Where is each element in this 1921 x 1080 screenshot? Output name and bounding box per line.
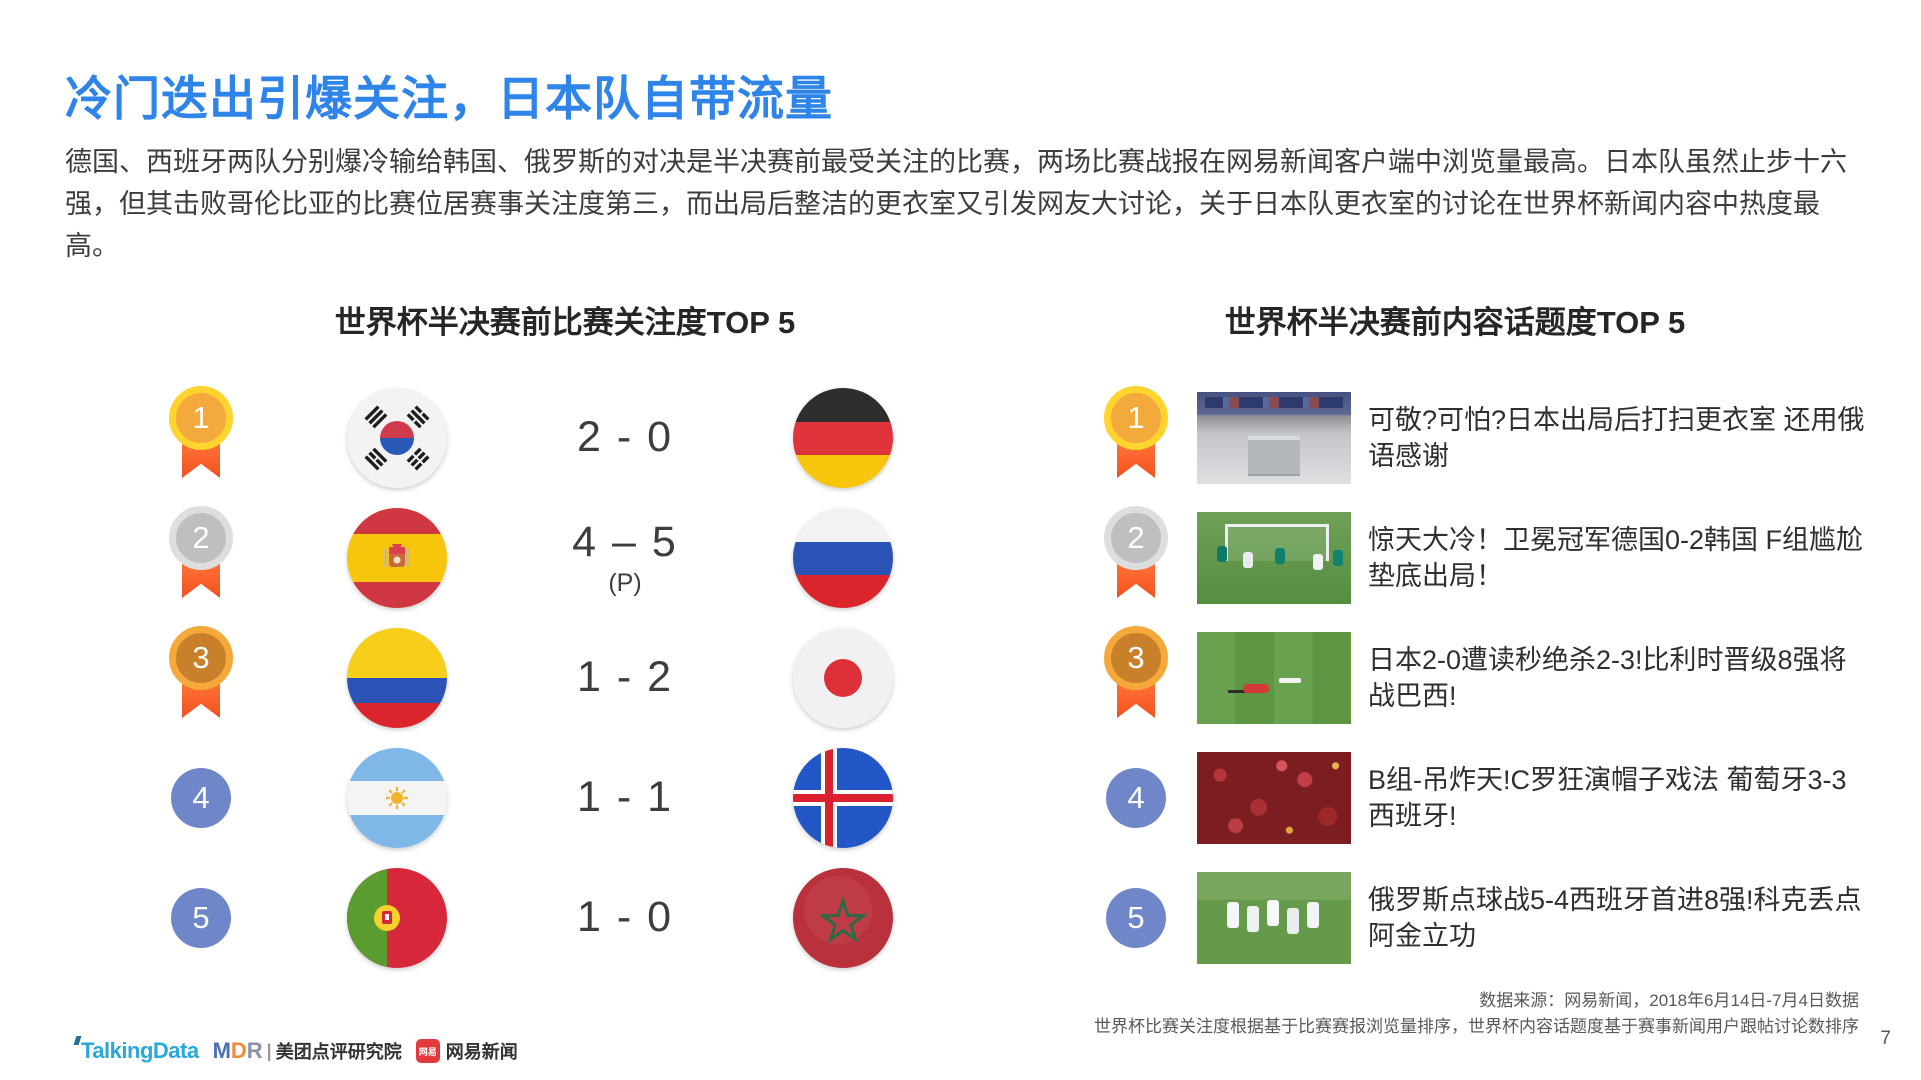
match-score: 1 - 0	[576, 892, 674, 941]
bronze-medal-icon: 3	[1103, 626, 1169, 726]
silver-medal-icon: 2	[168, 506, 234, 606]
right-panel-title: 世界杯半决赛前内容话题度TOP 5	[1224, 305, 1686, 340]
flag-portugal-icon	[347, 868, 447, 968]
rank-5-badge: 5	[1103, 866, 1169, 966]
rank-number: 5	[171, 888, 231, 948]
rank-number: 1	[1104, 386, 1168, 450]
rank-number: 5	[1106, 888, 1166, 948]
article-thumbnail-celebration	[1197, 872, 1351, 964]
article-thumbnail-match-action	[1197, 512, 1351, 604]
left-panel-title: 世界杯半决赛前比赛关注度TOP 5	[334, 305, 796, 340]
rank-5-badge: 5	[168, 866, 234, 966]
netease-news-logo: 网易 网易新闻	[415, 1038, 518, 1064]
rank-number: 4	[1106, 768, 1166, 828]
page-title: 冷门迭出引爆关注，日本队自带流量	[65, 72, 833, 125]
ranking-rows: 1 2 - 0	[0, 378, 1921, 978]
flag-germany-icon	[793, 388, 893, 488]
match-score: 4 – 5 (P)	[572, 518, 678, 597]
rank-number: 4	[171, 768, 231, 828]
match-score: 1 - 2	[576, 652, 674, 701]
bronze-medal-icon: 3	[168, 626, 234, 726]
article-thumbnail-locker-room	[1197, 392, 1351, 484]
flag-south-korea-icon	[347, 388, 447, 488]
rank-4-badge: 4	[1103, 746, 1169, 846]
talkingdata-logo: TalkingData	[75, 1038, 199, 1064]
rank-number: 3	[1104, 626, 1168, 690]
rank-row-3: 3 1 - 2 3 日本2-0遭读秒绝杀2-3!比利时晋级8强将战巴西!	[0, 618, 1921, 738]
article-headline: B组-吊炸天!C罗狂演帽子戏法 葡萄牙3-3西班牙!	[1368, 764, 1847, 831]
flag-iceland-icon	[793, 748, 893, 848]
rank-number: 2	[169, 506, 233, 570]
silver-medal-icon: 2	[1103, 506, 1169, 606]
rank-row-4: 4 1 - 1 4 B组-吊炸天!C罗狂演帽子戏法 葡萄牙3-3西班牙!	[0, 738, 1921, 858]
article-headline: 惊天大冷！卫冕冠军德国0-2韩国 F组尴尬垫底出局！	[1368, 524, 1864, 591]
rank-row-2: 2 4 – 5 (P) 2 惊天大冷！卫冕冠军德国0-2韩国 F组尴尬垫底出局！	[0, 498, 1921, 618]
flag-argentina-icon	[347, 748, 447, 848]
source-line-1: 数据来源：网易新闻，2018年6月14日-7月4日数据	[1479, 991, 1859, 1010]
rank-row-5: 5 1 - 0 5 俄罗斯点球战5-4西班牙首进8强!科克丢点阿金立功	[0, 858, 1921, 978]
rank-4-badge: 4	[168, 746, 234, 846]
article-thumbnail-pitch	[1197, 632, 1351, 724]
article-headline: 俄罗斯点球战5-4西班牙首进8强!科克丢点阿金立功	[1368, 884, 1862, 951]
gold-medal-icon: 1	[168, 386, 234, 486]
summary-paragraph: 德国、西班牙两队分别爆冷输给韩国、俄罗斯的对决是半决赛前最受关注的比赛，两场比赛…	[65, 147, 1847, 261]
flag-morocco-icon	[793, 868, 893, 968]
flag-spain-icon	[347, 508, 447, 608]
data-source-note: 数据来源：网易新闻，2018年6月14日-7月4日数据 世界杯比赛关注度根据基于…	[659, 988, 1859, 1041]
flag-japan-icon	[793, 628, 893, 728]
article-thumbnail-fans	[1197, 752, 1351, 844]
source-line-2: 世界杯比赛关注度根据基于比赛赛报浏览量排序，世界杯内容话题度基于赛事新闻用户跟帖…	[1094, 1017, 1859, 1037]
page-number: 7	[1880, 1028, 1891, 1049]
flag-russia-icon	[793, 508, 893, 608]
article-headline: 日本2-0遭读秒绝杀2-3!比利时晋级8强将战巴西!	[1368, 644, 1847, 711]
flag-colombia-icon	[347, 628, 447, 728]
rank-number: 2	[1104, 506, 1168, 570]
match-score: 2 - 0	[576, 412, 674, 461]
match-score: 1 - 1	[576, 772, 674, 821]
rank-number: 3	[169, 626, 233, 690]
netease-icon: 网易	[415, 1039, 440, 1063]
article-headline: 可敬?可怕?日本出局后打扫更衣室 还用俄语感谢	[1368, 404, 1865, 471]
gold-medal-icon: 1	[1103, 386, 1169, 486]
rank-number: 1	[169, 386, 233, 450]
rank-row-1: 1 2 - 0	[0, 378, 1921, 498]
